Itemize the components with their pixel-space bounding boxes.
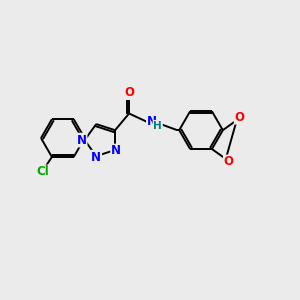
Text: N: N [147, 115, 157, 128]
Text: N: N [91, 151, 101, 164]
Text: O: O [235, 111, 245, 124]
Text: O: O [224, 155, 234, 168]
Text: H: H [153, 121, 162, 131]
Text: Cl: Cl [37, 165, 50, 178]
Text: N: N [76, 134, 87, 147]
Text: N: N [111, 145, 121, 158]
Text: O: O [124, 86, 134, 99]
